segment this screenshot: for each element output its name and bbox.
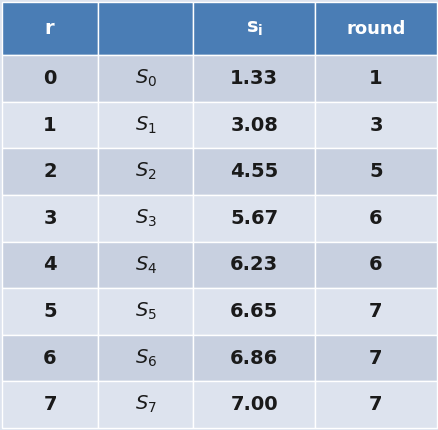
Text: 2: 2 — [43, 162, 57, 181]
FancyBboxPatch shape — [314, 381, 436, 428]
Text: 6: 6 — [43, 348, 57, 368]
Text: 3.08: 3.08 — [230, 116, 278, 135]
Text: $\mathbf{s}_\mathbf{i}$: $\mathbf{s}_\mathbf{i}$ — [245, 19, 262, 38]
Text: 1: 1 — [368, 69, 382, 88]
Text: 6.65: 6.65 — [230, 302, 278, 321]
FancyBboxPatch shape — [2, 55, 98, 102]
FancyBboxPatch shape — [193, 381, 314, 428]
Text: $S_{1}$: $S_{1}$ — [134, 114, 156, 136]
Text: $S_{2}$: $S_{2}$ — [134, 161, 156, 182]
FancyBboxPatch shape — [98, 102, 193, 148]
Text: $S_{4}$: $S_{4}$ — [134, 254, 156, 276]
Text: 7.00: 7.00 — [230, 395, 277, 414]
Text: 4.55: 4.55 — [230, 162, 278, 181]
FancyBboxPatch shape — [98, 2, 193, 55]
FancyBboxPatch shape — [193, 195, 314, 242]
FancyBboxPatch shape — [193, 288, 314, 335]
Text: 5.67: 5.67 — [230, 209, 278, 228]
FancyBboxPatch shape — [98, 288, 193, 335]
Text: 3: 3 — [368, 116, 382, 135]
FancyBboxPatch shape — [314, 55, 436, 102]
FancyBboxPatch shape — [193, 148, 314, 195]
FancyBboxPatch shape — [2, 195, 98, 242]
Text: $S_{3}$: $S_{3}$ — [134, 208, 156, 229]
Text: round: round — [346, 20, 405, 38]
Text: 6: 6 — [368, 209, 382, 228]
FancyBboxPatch shape — [98, 148, 193, 195]
FancyBboxPatch shape — [314, 148, 436, 195]
Text: 7: 7 — [368, 348, 382, 368]
FancyBboxPatch shape — [314, 242, 436, 288]
Text: $S_{5}$: $S_{5}$ — [134, 301, 156, 322]
FancyBboxPatch shape — [2, 335, 98, 381]
Text: 4: 4 — [43, 255, 57, 274]
FancyBboxPatch shape — [2, 288, 98, 335]
Text: 7: 7 — [43, 395, 57, 414]
FancyBboxPatch shape — [2, 2, 98, 55]
Text: 7: 7 — [368, 395, 382, 414]
FancyBboxPatch shape — [98, 242, 193, 288]
FancyBboxPatch shape — [193, 102, 314, 148]
Text: 0: 0 — [43, 69, 57, 88]
FancyBboxPatch shape — [2, 148, 98, 195]
Text: 3: 3 — [43, 209, 57, 228]
Text: 1.33: 1.33 — [230, 69, 278, 88]
FancyBboxPatch shape — [193, 55, 314, 102]
Text: $S_{7}$: $S_{7}$ — [134, 394, 156, 415]
FancyBboxPatch shape — [2, 381, 98, 428]
FancyBboxPatch shape — [98, 335, 193, 381]
Text: $S_{0}$: $S_{0}$ — [134, 68, 156, 89]
Text: $\mathbf{r}$: $\mathbf{r}$ — [44, 19, 56, 38]
FancyBboxPatch shape — [98, 195, 193, 242]
Text: 7: 7 — [368, 302, 382, 321]
Text: $S_{6}$: $S_{6}$ — [134, 347, 156, 369]
FancyBboxPatch shape — [98, 381, 193, 428]
FancyBboxPatch shape — [314, 288, 436, 335]
Text: 6.86: 6.86 — [230, 348, 278, 368]
FancyBboxPatch shape — [314, 102, 436, 148]
FancyBboxPatch shape — [2, 242, 98, 288]
FancyBboxPatch shape — [98, 55, 193, 102]
FancyBboxPatch shape — [314, 335, 436, 381]
FancyBboxPatch shape — [193, 2, 314, 55]
Text: 6.23: 6.23 — [230, 255, 278, 274]
FancyBboxPatch shape — [193, 335, 314, 381]
Text: 5: 5 — [368, 162, 382, 181]
Text: 5: 5 — [43, 302, 57, 321]
FancyBboxPatch shape — [193, 242, 314, 288]
FancyBboxPatch shape — [314, 195, 436, 242]
Text: 1: 1 — [43, 116, 57, 135]
FancyBboxPatch shape — [314, 2, 436, 55]
FancyBboxPatch shape — [2, 102, 98, 148]
Text: 6: 6 — [368, 255, 382, 274]
